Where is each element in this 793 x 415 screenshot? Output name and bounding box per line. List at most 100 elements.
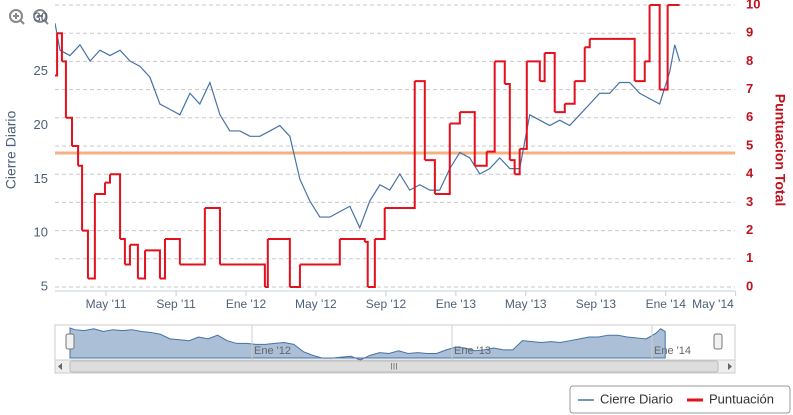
navigator[interactable] (54, 324, 736, 361)
step-segment (145, 249, 161, 279)
step-segment (634, 61, 646, 83)
step-segment (486, 61, 496, 153)
y-tick-label: 10 (34, 225, 48, 240)
y-tick-label: 30 (34, 9, 48, 24)
step-segment (526, 60, 541, 82)
step-segment (124, 244, 131, 266)
x-tick-label: Ene '12 (226, 297, 267, 311)
step-segment (264, 239, 269, 288)
step-segment (649, 4, 661, 90)
step-segment (519, 61, 528, 150)
legend-label: Cierre Diario (600, 391, 673, 406)
step-segment (87, 193, 96, 280)
step-segment (384, 81, 416, 210)
scrollbar-grip: III (390, 361, 398, 371)
step-segment (574, 47, 586, 83)
step-segment (509, 159, 516, 175)
step-segment (564, 81, 576, 105)
step-segment (57, 32, 63, 62)
step-segment (584, 38, 591, 49)
zoom-out[interactable] (33, 9, 49, 25)
legend-label: Puntuación (709, 391, 774, 406)
y2-tick-label: 6 (746, 109, 753, 124)
y2-tick-label: 4 (746, 166, 754, 181)
plot-area (55, 4, 681, 288)
zoom-in[interactable] (9, 9, 25, 25)
y2-tick-label: 7 (746, 81, 753, 96)
step-segment (78, 164, 84, 231)
y-tick-label: 15 (34, 171, 48, 186)
navigator-area (69, 327, 666, 361)
step-segment (137, 250, 147, 280)
y2-tick-label: 8 (746, 53, 753, 68)
x-tick-label: Sep '11 (156, 297, 196, 311)
step-segment (109, 173, 122, 240)
x-tick-label: Ene '14 (646, 297, 687, 311)
y2-tick-label: 1 (746, 250, 753, 265)
step-segment (94, 182, 106, 195)
step-segment (554, 103, 566, 114)
step-segment (514, 148, 521, 176)
y-tick-label: 5 (41, 278, 48, 293)
step-segment (61, 60, 67, 118)
scroll-left[interactable] (58, 363, 62, 370)
step-segment (55, 33, 59, 77)
step-segment (364, 240, 369, 287)
x-tick-label: Ene '13 (436, 297, 477, 311)
legend (569, 385, 791, 414)
y2-tick-label: 3 (746, 194, 753, 209)
scrollbar-thumb[interactable] (69, 360, 719, 373)
step-segment (589, 37, 636, 82)
y2-tick-label: 9 (746, 25, 753, 40)
step-segment (434, 123, 451, 195)
y2-axis-title: Puntuacion Total (772, 94, 788, 207)
step-segment (504, 82, 511, 161)
step-segment (424, 159, 436, 194)
step-segment (104, 174, 111, 184)
step-segment (539, 52, 546, 83)
step-segment (159, 239, 166, 280)
step-segment (120, 238, 126, 265)
step-segment (72, 145, 80, 166)
step-segment (449, 112, 461, 125)
step-segment (164, 238, 181, 265)
step-segment (494, 60, 506, 84)
y-axis-title: Cierre Diario (3, 111, 19, 190)
step-segment (339, 238, 366, 242)
step-segment (179, 208, 206, 266)
step-segment (367, 239, 376, 288)
navigator-handle[interactable] (65, 333, 75, 350)
x-tick-label: May '11 (86, 297, 127, 311)
y-tick-label: 20 (34, 117, 48, 132)
step-segment (414, 80, 426, 161)
step-segment (219, 263, 266, 287)
step-segment (267, 238, 291, 287)
y2-tick-label: 2 (746, 222, 753, 237)
x-tick-label: Sep '12 (366, 297, 407, 311)
step-segment (459, 111, 476, 166)
scroll-right[interactable] (728, 363, 732, 370)
x-tick-label: May '14 (692, 297, 734, 311)
step-segment (82, 229, 89, 279)
step-segment (474, 151, 488, 167)
step-segment (204, 207, 221, 265)
step-segment (544, 51, 556, 113)
step-segment (129, 243, 139, 279)
x-tick-label: May '12 (295, 297, 337, 311)
navigator-tick-label: Ene '13 (454, 345, 491, 357)
step-segment (374, 208, 386, 241)
x-tick-label: May '13 (505, 297, 547, 311)
y-tick-label: 25 (34, 63, 48, 78)
navigator-handle[interactable] (713, 333, 723, 350)
x-tick-label: Sep '13 (576, 297, 617, 311)
y2-tick-label: 0 (746, 278, 753, 293)
step-segment (659, 5, 669, 91)
step-segment (65, 116, 73, 146)
step-segment (299, 239, 341, 266)
y2-tick-label: 10 (746, 0, 760, 11)
navigator-tick-label: Ene '14 (654, 345, 691, 357)
step-segment (289, 264, 301, 288)
y2-tick-label: 5 (746, 137, 753, 152)
